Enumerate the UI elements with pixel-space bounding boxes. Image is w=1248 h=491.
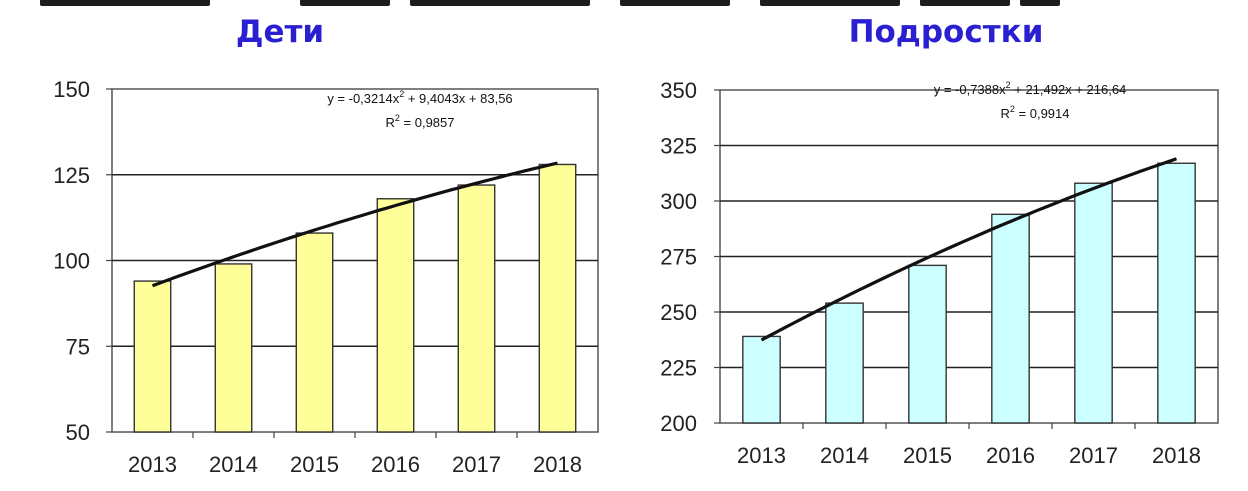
bar — [214, 263, 253, 433]
bar — [742, 335, 781, 424]
cropped-text-fragment-piece — [620, 0, 730, 6]
bar — [1157, 162, 1196, 424]
cropped-text-fragment-piece — [760, 0, 900, 6]
x-tick-label: 2013 — [737, 443, 786, 468]
chart-title: Подростки — [848, 14, 1044, 50]
r-squared-value: = 0,9857 — [400, 115, 455, 130]
x-tick-label: 2016 — [371, 452, 420, 477]
r-squared-prefix: R — [386, 115, 395, 130]
chart-teenagers: Подростки 200 225 250 275 300 325 350 2013 2014 2… — [624, 0, 1248, 491]
cropped-text-fragment — [0, 0, 1248, 12]
trendline — [760, 157, 1178, 342]
bar — [908, 264, 947, 424]
y-tick-label: 125 — [53, 163, 90, 188]
trendline-r-squared: R2 = 0,9914 — [1001, 104, 1070, 121]
bar — [295, 232, 334, 433]
cropped-text-fragment-piece — [1020, 0, 1060, 6]
cropped-text-fragment-piece — [300, 0, 390, 6]
trendline-equation: y = -0,3214x2 + 9,4043x + 83,56 — [327, 89, 512, 106]
x-tick-label: 2018 — [1152, 443, 1201, 468]
bar — [538, 163, 577, 433]
y-tick-label: 300 — [660, 189, 697, 214]
y-tick-label: 350 — [660, 78, 697, 103]
trendline-equation-part: + 21,492x + 216,64 — [1011, 82, 1127, 97]
cropped-text-fragment-piece — [920, 0, 1010, 6]
r-squared-prefix: R — [1001, 106, 1010, 121]
r-squared-value: = 0,9914 — [1015, 106, 1070, 121]
bar — [825, 302, 864, 424]
trendline-equation-exponent: 2 — [1006, 80, 1011, 90]
chart-title: Дети — [235, 14, 325, 50]
trendline-equation-part: + 9,4043x + 83,56 — [404, 91, 512, 106]
r-squared-exponent: 2 — [1010, 104, 1015, 114]
y-tick-label: 50 — [66, 420, 90, 445]
cropped-text-fragment-piece — [40, 0, 210, 6]
chart-teenagers-plot: 200 225 250 275 300 325 350 2013 2014 2015 2016 201… — [660, 78, 1219, 468]
y-tick-label: 275 — [660, 245, 697, 270]
chart-children-plot: 50 75 100 125 150 2013 2014 2015 2016 2017 2018 y =… — [53, 77, 599, 477]
trendline — [151, 161, 558, 288]
cropped-text-fragment-piece — [410, 0, 590, 6]
y-tick-label: 250 — [660, 300, 697, 325]
bar — [1074, 182, 1113, 424]
y-tick-label: 200 — [660, 411, 697, 436]
x-tick-label: 2015 — [290, 452, 339, 477]
bar — [133, 280, 172, 433]
x-tick-label: 2018 — [533, 452, 582, 477]
bar — [991, 213, 1030, 424]
y-tick-label: 225 — [660, 356, 697, 381]
trendline-equation-part: y = -0,7388x — [934, 82, 1006, 97]
bar — [376, 198, 415, 433]
x-tick-label: 2017 — [1069, 443, 1118, 468]
chart-children: Дети 50 75 100 125 150 2013 2014 2015 2016 2017 20… — [53, 14, 599, 477]
y-tick-label: 100 — [53, 249, 90, 274]
x-tick-label: 2015 — [903, 443, 952, 468]
trendline-equation-part: y = -0,3214x — [327, 91, 399, 106]
x-tick-label: 2014 — [209, 452, 258, 477]
x-tick-label: 2013 — [128, 452, 177, 477]
x-tick-label: 2016 — [986, 443, 1035, 468]
x-tick-label: 2014 — [820, 443, 869, 468]
r-squared-exponent: 2 — [395, 113, 400, 123]
y-tick-label: 150 — [53, 77, 90, 102]
trendline-r-squared: R2 = 0,9857 — [386, 113, 455, 130]
y-tick-label: 75 — [66, 334, 90, 359]
y-tick-label: 325 — [660, 134, 697, 159]
x-tick-label: 2017 — [452, 452, 501, 477]
bar — [457, 184, 496, 433]
trendline-equation-exponent: 2 — [399, 89, 404, 99]
trendline-equation: y = -0,7388x2 + 21,492x + 216,64 — [934, 80, 1127, 97]
